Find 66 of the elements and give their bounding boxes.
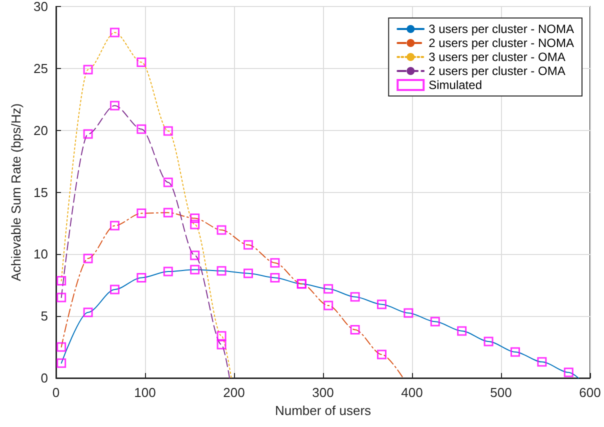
- point: [537, 357, 547, 367]
- point: [190, 220, 200, 230]
- point: [83, 129, 93, 139]
- point: [163, 266, 173, 276]
- point: [243, 240, 253, 250]
- legend-label: 3 users per cluster - NOMA: [428, 22, 574, 36]
- point: [376, 350, 386, 360]
- point: [216, 225, 226, 235]
- point: [243, 268, 253, 278]
- y-tick-label: 0: [40, 370, 48, 386]
- point: [163, 208, 173, 218]
- legend-label: 2 users per cluster - OMA: [428, 64, 566, 78]
- point: [56, 292, 66, 302]
- y-tick-label: 10: [34, 246, 48, 262]
- point: [190, 264, 200, 274]
- point: [136, 272, 146, 282]
- point: [404, 308, 414, 318]
- point: [110, 100, 120, 110]
- x-tick-label: 300: [312, 385, 334, 400]
- point: [324, 300, 334, 310]
- point: [350, 292, 360, 302]
- point: [56, 358, 66, 368]
- point: [457, 326, 467, 336]
- point: [190, 250, 200, 260]
- point: [216, 331, 226, 341]
- point: [350, 324, 360, 334]
- point: [324, 284, 334, 294]
- x-tick-label: 400: [401, 385, 423, 400]
- y-tick-label: 20: [34, 122, 48, 138]
- point: [564, 368, 574, 378]
- point: [376, 300, 386, 310]
- x-tick-label: 100: [134, 385, 156, 400]
- x-tick-label: 200: [223, 385, 245, 400]
- legend-label: Simulated: [428, 78, 482, 92]
- y-tick-label: 15: [34, 184, 48, 200]
- point: [190, 214, 200, 224]
- point: [510, 347, 520, 357]
- x-tick-label: 500: [490, 385, 512, 400]
- point: [216, 340, 226, 350]
- point: [136, 208, 146, 218]
- point: [430, 316, 440, 326]
- legend-label: 2 users per cluster - NOMA: [428, 36, 574, 50]
- x-axis-title: Number of users: [274, 402, 372, 418]
- x-tick-label: 0: [52, 385, 60, 400]
- point: [110, 28, 120, 38]
- point: [83, 254, 93, 264]
- point: [56, 342, 66, 352]
- point: [83, 308, 93, 318]
- y-tick-label: 30: [34, 0, 48, 14]
- point: [270, 272, 280, 282]
- x-tick-label: 600: [579, 385, 601, 400]
- y-axis-title: Achievable Sum Rate (bps/Hz): [8, 103, 24, 282]
- point: [136, 57, 146, 67]
- point: [110, 220, 120, 230]
- point: [83, 64, 93, 74]
- y-tick-label: 25: [34, 60, 48, 76]
- legend-label: 3 users per cluster - OMA: [428, 50, 566, 64]
- point: [56, 276, 66, 286]
- point: [163, 126, 173, 136]
- point: [110, 284, 120, 294]
- point: [270, 258, 280, 268]
- y-tick-label: 5: [40, 308, 48, 324]
- point: [136, 124, 146, 134]
- point: [484, 336, 494, 346]
- point: [216, 266, 226, 276]
- point: [163, 178, 173, 188]
